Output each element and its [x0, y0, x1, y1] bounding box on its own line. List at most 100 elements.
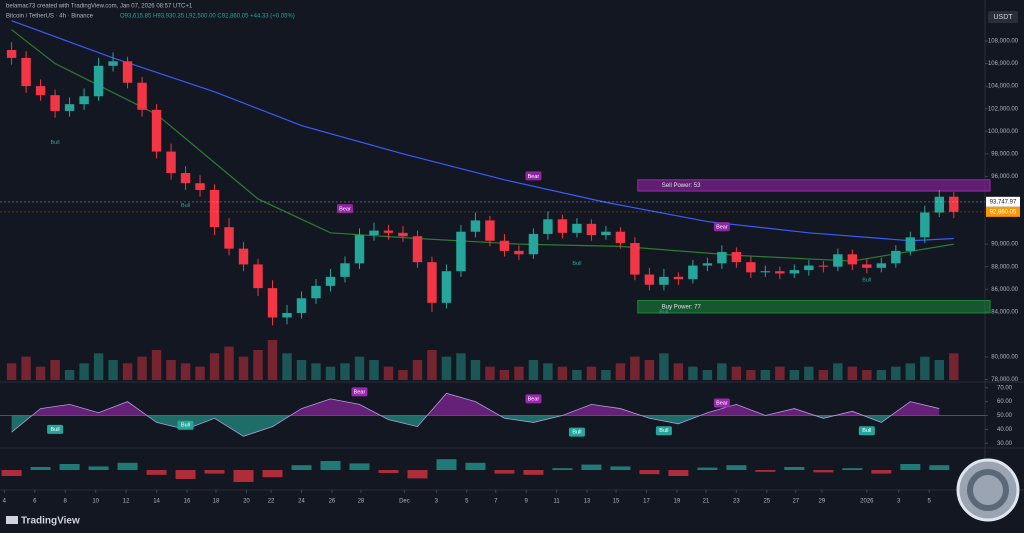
- y-tick-label: 78,000.00: [991, 377, 1018, 383]
- volume-bar: [369, 360, 379, 380]
- candle-body: [108, 61, 118, 66]
- volume-bar: [470, 360, 481, 380]
- candle-body: [557, 219, 568, 233]
- volume-bar: [485, 366, 495, 380]
- candle-body: [311, 285, 321, 299]
- volume-bar: [905, 363, 916, 380]
- price-label: 93,747.97: [990, 199, 1017, 205]
- candle-body: [456, 231, 466, 272]
- candle-body: [93, 65, 104, 97]
- x-tick-label: 19: [674, 499, 681, 505]
- candle-body: [528, 233, 539, 255]
- osc-signal-box: [47, 424, 64, 434]
- power-zone-label: Sell Power: 53: [662, 183, 701, 189]
- price-label: 92,860.05: [990, 209, 1017, 215]
- y-tick-label: 90,000.00: [991, 242, 1018, 248]
- candle-body: [920, 212, 930, 238]
- y-tick-label: 98,000.00: [991, 151, 1018, 157]
- volume-bar: [224, 346, 234, 380]
- x-tick-label: Dec: [399, 499, 410, 505]
- candle-body: [760, 271, 771, 273]
- power-zone: [637, 179, 991, 192]
- volume-bar: [325, 366, 336, 380]
- osc-signal-label: Bear: [716, 400, 728, 406]
- candle-body: [354, 235, 365, 264]
- macd-bar: [349, 463, 370, 470]
- volume-bar: [50, 360, 60, 380]
- y-tick-label: 96,000.00: [991, 174, 1018, 180]
- y-tick-label: 102,000.00: [988, 106, 1019, 112]
- candle-body: [195, 183, 205, 190]
- volume-bar: [673, 363, 684, 380]
- candle-body: [789, 270, 800, 274]
- currency: USDT: [993, 14, 1013, 21]
- x-tick-label: 4: [3, 499, 7, 505]
- candle-body: [499, 240, 510, 251]
- volume-bar: [543, 363, 553, 380]
- macd-bar: [639, 470, 660, 475]
- volume-bar: [949, 353, 959, 380]
- volume-bar: [209, 353, 220, 380]
- candle-body: [267, 288, 278, 318]
- volume-bar: [789, 370, 800, 380]
- volume-bar: [412, 360, 423, 380]
- volume-bar: [557, 366, 568, 380]
- volume-bar: [876, 370, 887, 380]
- x-tick-label: 7: [494, 499, 498, 505]
- candle-body: [151, 109, 162, 152]
- volume-bar: [296, 360, 307, 380]
- osc-signal-box: [713, 398, 730, 408]
- candle-body: [818, 265, 829, 267]
- volume-bar: [499, 370, 510, 380]
- candle-body: [543, 219, 553, 234]
- volume-bar: [64, 370, 75, 380]
- osc-tick-label: 40.00: [997, 427, 1013, 433]
- volume-bar: [122, 363, 133, 380]
- signal-label: Bull: [572, 261, 581, 267]
- y-tick-label: 86,000.00: [991, 287, 1018, 293]
- signal-label: Bull: [50, 140, 59, 146]
- macd-bar: [262, 470, 283, 478]
- volume-bar: [441, 356, 452, 380]
- x-tick-label: 5: [927, 499, 931, 505]
- candle-body: [470, 220, 481, 232]
- volume-bar: [195, 366, 205, 380]
- volume-bar: [180, 363, 191, 380]
- macd-bar: [465, 462, 486, 470]
- candle-body: [166, 151, 176, 174]
- volume-bar: [383, 366, 394, 380]
- volume-bar: [238, 356, 249, 380]
- osc-tick-label: 50.00: [997, 413, 1013, 419]
- macd-bar: [871, 470, 892, 474]
- candle-body: [6, 50, 17, 58]
- brand: TradingView: [21, 516, 80, 527]
- volume-bar: [934, 360, 945, 380]
- candle-body: [383, 230, 394, 233]
- volume-bar: [456, 353, 466, 380]
- candle-body: [862, 264, 872, 268]
- volume-bar: [760, 370, 771, 380]
- x-tick-label: 21: [703, 499, 710, 505]
- x-tick-label: 12: [123, 499, 130, 505]
- osc-signal-box: [858, 426, 875, 436]
- x-tick-label: 2026: [860, 499, 874, 505]
- macd-bar: [523, 470, 544, 475]
- macd-bar: [552, 468, 573, 470]
- price-label-box: [986, 196, 1020, 207]
- moving-average: [11, 20, 954, 242]
- candle-body: [180, 173, 191, 184]
- x-tick-label: 9: [525, 499, 529, 505]
- candle-body: [514, 250, 524, 255]
- x-tick-label: 24: [298, 499, 305, 505]
- macd-bar: [726, 465, 747, 470]
- signal-label: Bull: [181, 203, 190, 209]
- candle-body: [238, 248, 249, 265]
- macd-bar: [697, 467, 718, 470]
- candle-body: [804, 265, 814, 271]
- osc-signal-box: [568, 427, 585, 437]
- y-tick-label: 104,000.00: [988, 84, 1019, 90]
- macd-bar: [407, 470, 428, 479]
- y-tick-label: 80,000.00: [991, 355, 1018, 361]
- volume-bar: [151, 350, 162, 380]
